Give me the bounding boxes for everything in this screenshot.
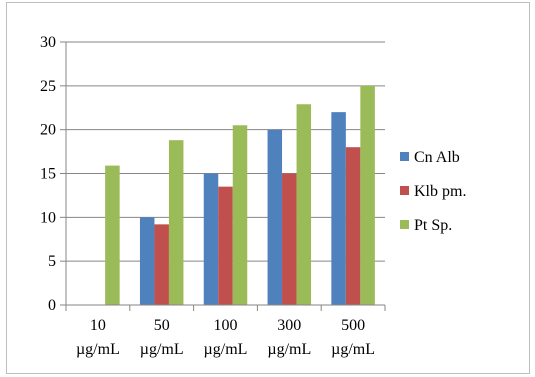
bar-klb-pm [218,186,233,305]
x-tick-label: 10 [90,317,106,334]
bar-pt-sp [360,85,375,305]
legend-swatch [400,220,409,229]
bar-cn-alb [267,129,283,305]
legend-swatch [400,152,409,161]
chart-frame [6,2,530,374]
bar-pt-sp [296,104,312,305]
bar-klb-pm [345,147,361,305]
legend-label: Pt Sp. [414,217,452,234]
y-tick-label: 30 [40,34,56,51]
y-tick-label: 10 [40,209,56,226]
bar-pt-sp [232,125,248,306]
legend-label: Klb pm. [414,183,466,200]
x-tick-label: µg/mL [267,341,311,358]
bar-klb-pm [154,224,169,305]
x-tick-label: 300 [277,317,301,334]
legend-swatch [400,186,409,195]
x-tick-label: 500 [341,317,365,334]
x-tick-label: µg/mL [331,341,375,358]
bar-pt-sp [168,140,184,305]
y-tick-label: 0 [48,297,56,314]
x-tick-label: µg/mL [140,341,184,358]
bar-cn-alb [139,217,155,305]
bar-cn-alb [331,112,346,305]
x-tick-label: µg/mL [204,341,248,358]
x-tick-label: 50 [154,317,170,334]
bar-cn-alb [203,173,219,305]
y-tick-label: 25 [40,78,56,95]
y-tick-label: 5 [48,253,56,270]
legend-label: Cn Alb [414,149,460,166]
x-tick-label: 100 [214,317,238,334]
x-tick-label: µg/mL [76,341,120,358]
bar-pt-sp [105,165,120,305]
y-tick-label: 20 [40,122,56,139]
bar-klb-pm [282,173,297,305]
y-tick-label: 15 [40,166,56,183]
